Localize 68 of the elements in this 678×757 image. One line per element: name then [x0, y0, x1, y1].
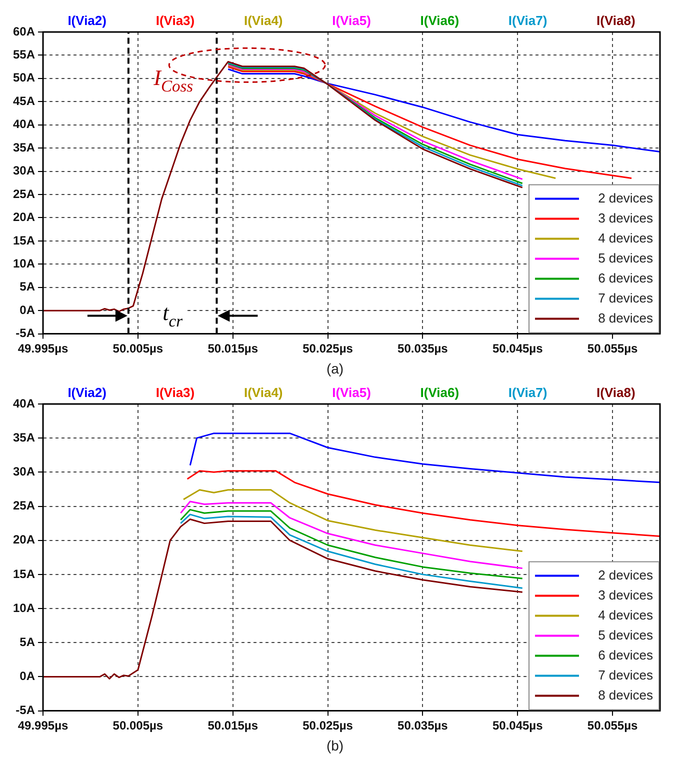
y-tick-label: 20A — [13, 532, 36, 547]
y-tick-label: 40A — [13, 117, 36, 132]
y-tick-label: 0A — [20, 302, 36, 317]
x-tick-label: 50.025µs — [302, 718, 354, 732]
text: I(Via4) — [244, 13, 283, 28]
legend-label: 7 devices — [598, 667, 654, 682]
legend-label: 6 devices — [598, 270, 654, 286]
text: I(Via3) — [156, 13, 195, 28]
y-tick-label: 25A — [13, 498, 36, 513]
text: I(Via2) — [68, 385, 106, 400]
text: I(Via8) — [596, 385, 636, 400]
text: I(Via4) — [244, 385, 283, 400]
x-tick-label: 50.045µs — [492, 341, 544, 356]
y-tick-label: 50A — [13, 70, 36, 85]
x-tick-label: 50.015µs — [208, 341, 258, 356]
y-tick-label: 15A — [13, 566, 36, 581]
x-tick-label: 49.995µs — [18, 341, 68, 356]
legend-label: 3 devices — [598, 210, 654, 226]
legend-label: 6 devices — [598, 647, 654, 662]
y-tick-label: 45A — [13, 94, 36, 108]
text: I(Via7) — [508, 13, 548, 28]
y-tick-label: 35A — [13, 430, 36, 444]
x-tick-label: 50.055µs — [587, 341, 638, 356]
x-tick-label: 50.035µs — [398, 718, 448, 732]
legend-label: 3 devices — [598, 587, 654, 602]
legend-label: 8 devices — [598, 687, 654, 702]
legend-label: 4 devices — [598, 607, 654, 622]
text: I(Via7) — [508, 385, 548, 400]
x-tick-label: 50.015µs — [208, 718, 258, 732]
text: I(Via2) — [68, 13, 106, 28]
legend-label: 2 devices — [598, 567, 654, 582]
y-tick-label: 55A — [13, 48, 36, 62]
y-tick-label: 60A — [13, 24, 36, 38]
text: I(Via5) — [332, 13, 371, 28]
x-tick-label: 50.055µs — [587, 718, 638, 732]
legend-label: 4 devices — [598, 230, 654, 246]
y-tick-label: -5A — [16, 326, 36, 340]
y-tick-label: 30A — [13, 464, 36, 478]
legend-label: 2 devices — [598, 190, 654, 206]
x-tick-label: 49.995µs — [18, 718, 68, 732]
y-tick-label: 15A — [13, 233, 36, 248]
x-tick-label: 50.005µs — [112, 718, 164, 732]
text: I(Via5) — [332, 385, 371, 400]
y-tick-label: 10A — [13, 256, 36, 270]
y-tick-label: 25A — [13, 186, 36, 201]
x-tick-label: 50.035µs — [398, 341, 448, 356]
legend-label: 8 devices — [598, 310, 654, 326]
y-tick-label: 35A — [13, 140, 36, 154]
text: (a) — [326, 360, 344, 376]
legend-label: 7 devices — [598, 290, 654, 306]
x-tick-label: 50.005µs — [112, 341, 164, 356]
y-tick-label: 0A — [20, 669, 36, 684]
text: I(Via8) — [596, 13, 636, 28]
y-tick-label: 40A — [13, 396, 36, 410]
legend-label: 5 devices — [598, 627, 654, 642]
text: I(Via6) — [420, 385, 460, 400]
y-tick-label: 5A — [20, 280, 36, 294]
y-tick-label: -5A — [16, 703, 36, 718]
x-tick-label: 50.025µs — [302, 341, 354, 356]
legend-label: 5 devices — [598, 250, 654, 266]
y-tick-label: 10A — [13, 600, 36, 615]
y-tick-label: 5A — [20, 634, 36, 649]
x-tick-label: 50.045µs — [492, 718, 544, 732]
y-tick-label: 30A — [13, 164, 36, 178]
y-tick-label: 20A — [13, 210, 36, 224]
text: (b) — [326, 737, 344, 754]
text: I(Via3) — [156, 385, 195, 400]
text: I(Via6) — [420, 13, 460, 28]
